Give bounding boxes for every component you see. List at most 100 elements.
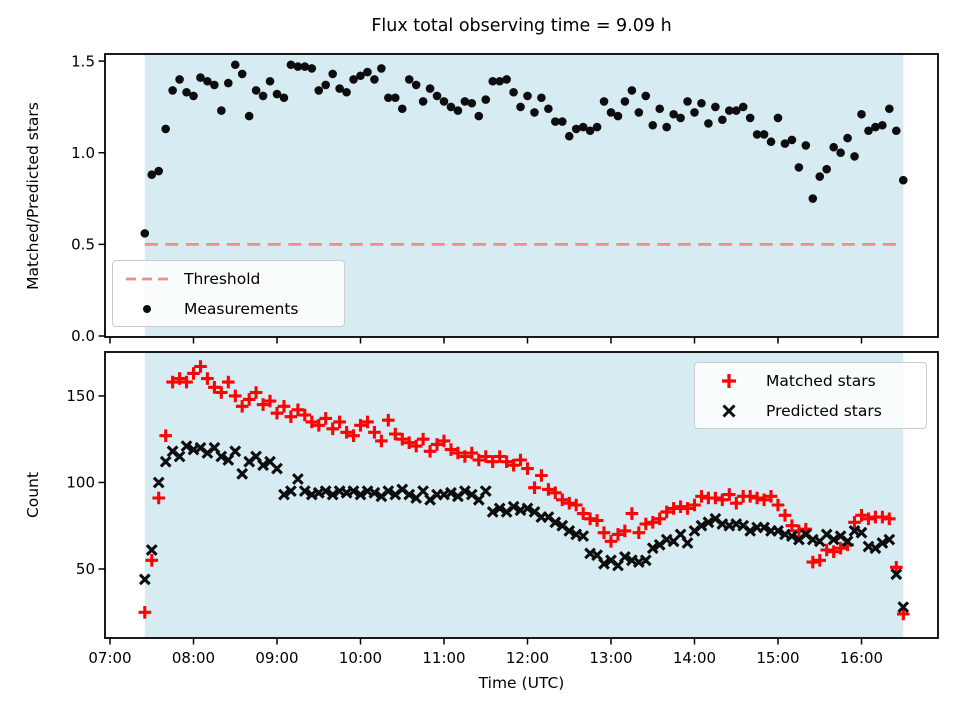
x-tick-label: 11:00 (422, 649, 465, 667)
x-tick-label: 10:00 (339, 649, 382, 667)
measurement-point (564, 131, 574, 141)
measurement-point (738, 102, 748, 112)
measurement-point (230, 60, 240, 70)
measurement-point (258, 91, 268, 101)
y-tick-label: 150 (66, 387, 95, 405)
measurement-point (175, 75, 184, 84)
counts-legend: Matched stars Predicted stars (694, 362, 927, 429)
ratio-y-axis-label: Matched/Predicted stars (24, 102, 42, 290)
measurement-point (878, 120, 887, 130)
measurement-point (140, 229, 150, 238)
legend-label-threshold: Threshold (184, 270, 261, 288)
measurement-point (662, 122, 671, 132)
measurement-point (244, 111, 254, 121)
measurement-point (648, 120, 658, 130)
predicted-stars-swatch (722, 404, 736, 418)
measurement-point (794, 163, 804, 172)
x-tick-label: 09:00 (255, 649, 298, 667)
measurement-point (182, 87, 191, 97)
measurement-point (864, 126, 873, 136)
measurement-point (251, 86, 261, 95)
measurement-point (850, 152, 859, 161)
x-icon (722, 404, 736, 418)
measurement-point (342, 87, 351, 97)
measurement-point (544, 104, 553, 114)
threshold-line-swatch (126, 277, 170, 281)
measurement-point (370, 75, 379, 84)
measurement-point (843, 133, 852, 143)
measurement-point (453, 106, 463, 115)
measurement-point (537, 93, 546, 103)
measurement-point (704, 119, 713, 128)
x-tick-label: 07:00 (88, 649, 131, 667)
measurement-point (871, 122, 880, 132)
measurement-point (147, 170, 157, 180)
x-tick-label: 14:00 (673, 649, 716, 667)
measurement-point (356, 71, 365, 81)
x-tick-label: 08:00 (172, 649, 215, 667)
measurement-point (655, 104, 665, 114)
x-axis-label: Time (UTC) (478, 674, 565, 692)
measurement-point (836, 148, 845, 158)
measurement-point (411, 80, 421, 90)
measurement-point (293, 62, 303, 71)
measurement-point (571, 124, 581, 134)
measurement-point (815, 172, 825, 181)
measurement-point (697, 98, 706, 108)
measurement-point (223, 78, 233, 88)
measurement-point (857, 109, 866, 119)
measurement-point (613, 111, 623, 121)
measurement-point (752, 130, 762, 139)
measurement-point (898, 175, 908, 185)
measurement-point (495, 76, 504, 86)
measurement-point (676, 113, 685, 123)
measurement-point (314, 86, 324, 95)
measurement-point (891, 126, 901, 136)
counts-axes-frame (104, 351, 939, 639)
x-tick-label: 16:00 (840, 649, 883, 667)
measurement-point (787, 135, 797, 145)
y-tick-label: 100 (66, 474, 95, 492)
measurement-point (599, 97, 609, 106)
measurement-point (711, 102, 720, 112)
measurement-point (585, 126, 595, 136)
measurement-point (592, 122, 602, 132)
legend-label-matched-stars: Matched stars (766, 372, 876, 390)
measurement-point (481, 95, 491, 104)
measurement-point (439, 97, 449, 106)
measurement-point (509, 87, 518, 97)
measurement-point (627, 86, 637, 95)
measurement-point (551, 117, 560, 126)
measurement-point (272, 89, 282, 99)
measurement-point (773, 113, 783, 123)
measurement-point (384, 93, 393, 103)
measurement-point (460, 97, 470, 106)
measurement-point (189, 91, 198, 101)
measurement-point (279, 93, 289, 103)
measurement-point (237, 69, 247, 79)
x-tick-label: 12:00 (506, 649, 549, 667)
measurement-point (418, 97, 428, 106)
measurement-point (203, 76, 212, 86)
measurement-point (620, 97, 630, 106)
measurement-point (265, 76, 275, 86)
measurement-point (349, 75, 358, 84)
x-tick-label: 13:00 (589, 649, 632, 667)
measurement-point (808, 194, 818, 203)
measurement-point (822, 164, 832, 174)
measurement-point (474, 111, 484, 121)
measurement-point (641, 91, 651, 101)
measurement-point (161, 124, 170, 134)
measurement-point (759, 130, 769, 139)
predicted-stars-points (138, 440, 910, 613)
measurement-point (397, 104, 407, 114)
measurement-point (766, 137, 776, 147)
y-tick-label: 1.5 (71, 52, 95, 70)
legend-item-matched-stars: Matched stars (705, 366, 918, 396)
measurement-point (801, 141, 811, 150)
matched-stars-swatch (722, 374, 736, 388)
measurement-point (390, 93, 400, 103)
measurements-dot-swatch (143, 305, 151, 313)
measurement-point (196, 73, 205, 82)
